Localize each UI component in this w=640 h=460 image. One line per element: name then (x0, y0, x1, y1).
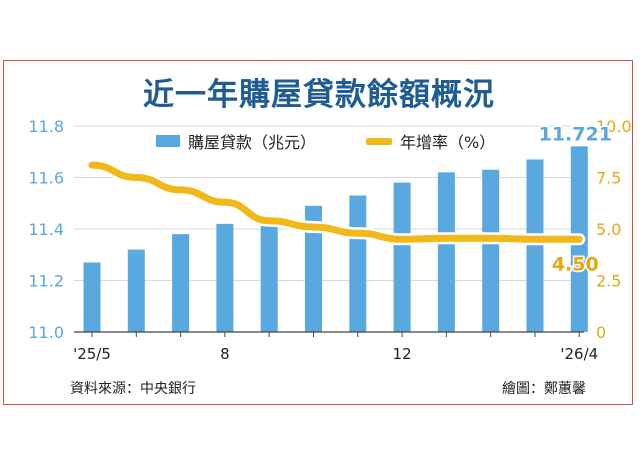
right-axis-tick-label: 0 (596, 323, 606, 342)
x-axis-tick-label: 8 (220, 345, 230, 363)
chart-card: 11.0 11.2 11.4 11.6 11.8 0 2.5 5.0 7.5 10.0 '25/5 8… (3, 60, 633, 405)
left-axis-tick-label: 11.6 (28, 169, 64, 188)
loan-bar (349, 195, 367, 332)
loan-bar (83, 262, 101, 332)
loan-bar (393, 182, 411, 332)
legend-growth-label: 年增率（%） (400, 133, 496, 152)
right-axis-tick-label: 7.5 (596, 169, 621, 188)
right-axis-tick-label: 10.0 (596, 117, 632, 136)
source-note: 資料來源：中央銀行 (70, 381, 196, 397)
right-axis-tick-label: 2.5 (596, 272, 621, 291)
loan-bar (482, 169, 500, 332)
x-axis-tick-label: '25/5 (73, 345, 111, 363)
legend-bar-swatch (156, 135, 180, 147)
growth-line-path (88, 161, 583, 243)
data-labels: 11.721 4.50 (537, 122, 613, 277)
left-axis-tick-label: 11.8 (28, 117, 64, 136)
left-axis-tick-label: 11.4 (28, 220, 64, 239)
x-axis-tick-label: '26/4 (560, 345, 598, 363)
loan-bars (83, 146, 588, 332)
loan-bar (304, 205, 322, 332)
loan-value-label: 11.721 (539, 123, 612, 145)
loan-bar (127, 249, 145, 332)
legend-loans-label: 購屋貸款（兆元） (188, 133, 317, 152)
chart-title: 近一年購屋貸款餘額概況 (143, 77, 495, 113)
growth-value-label: 4.50 (552, 253, 599, 275)
left-axis-tick-label: 11.0 (28, 323, 64, 342)
credit-note: 繪圖：鄭蕙馨 (502, 381, 586, 397)
right-axis-tick-label: 5.0 (596, 220, 621, 239)
legend-item-growth: 年增率（%） (366, 131, 496, 152)
loan-bar (526, 159, 544, 332)
x-axis-tick-label: 12 (393, 345, 412, 363)
growth-line (86, 159, 586, 246)
legend-line-swatch (366, 137, 392, 145)
left-axis-tick-label: 11.2 (28, 272, 64, 291)
legend-item-loans: 購屋貸款（兆元） (156, 131, 317, 152)
chart-svg: 11.0 11.2 11.4 11.6 11.8 0 2.5 5.0 7.5 10.0 '25/5 8… (28, 117, 631, 363)
loan-bar (216, 223, 234, 332)
loan-bar (172, 234, 190, 332)
axes: 11.0 11.2 11.4 11.6 11.8 0 2.5 5.0 7.5 10.0 '25/5 8… (28, 117, 631, 363)
loan-bar (437, 172, 455, 332)
loan-bar (260, 218, 278, 332)
